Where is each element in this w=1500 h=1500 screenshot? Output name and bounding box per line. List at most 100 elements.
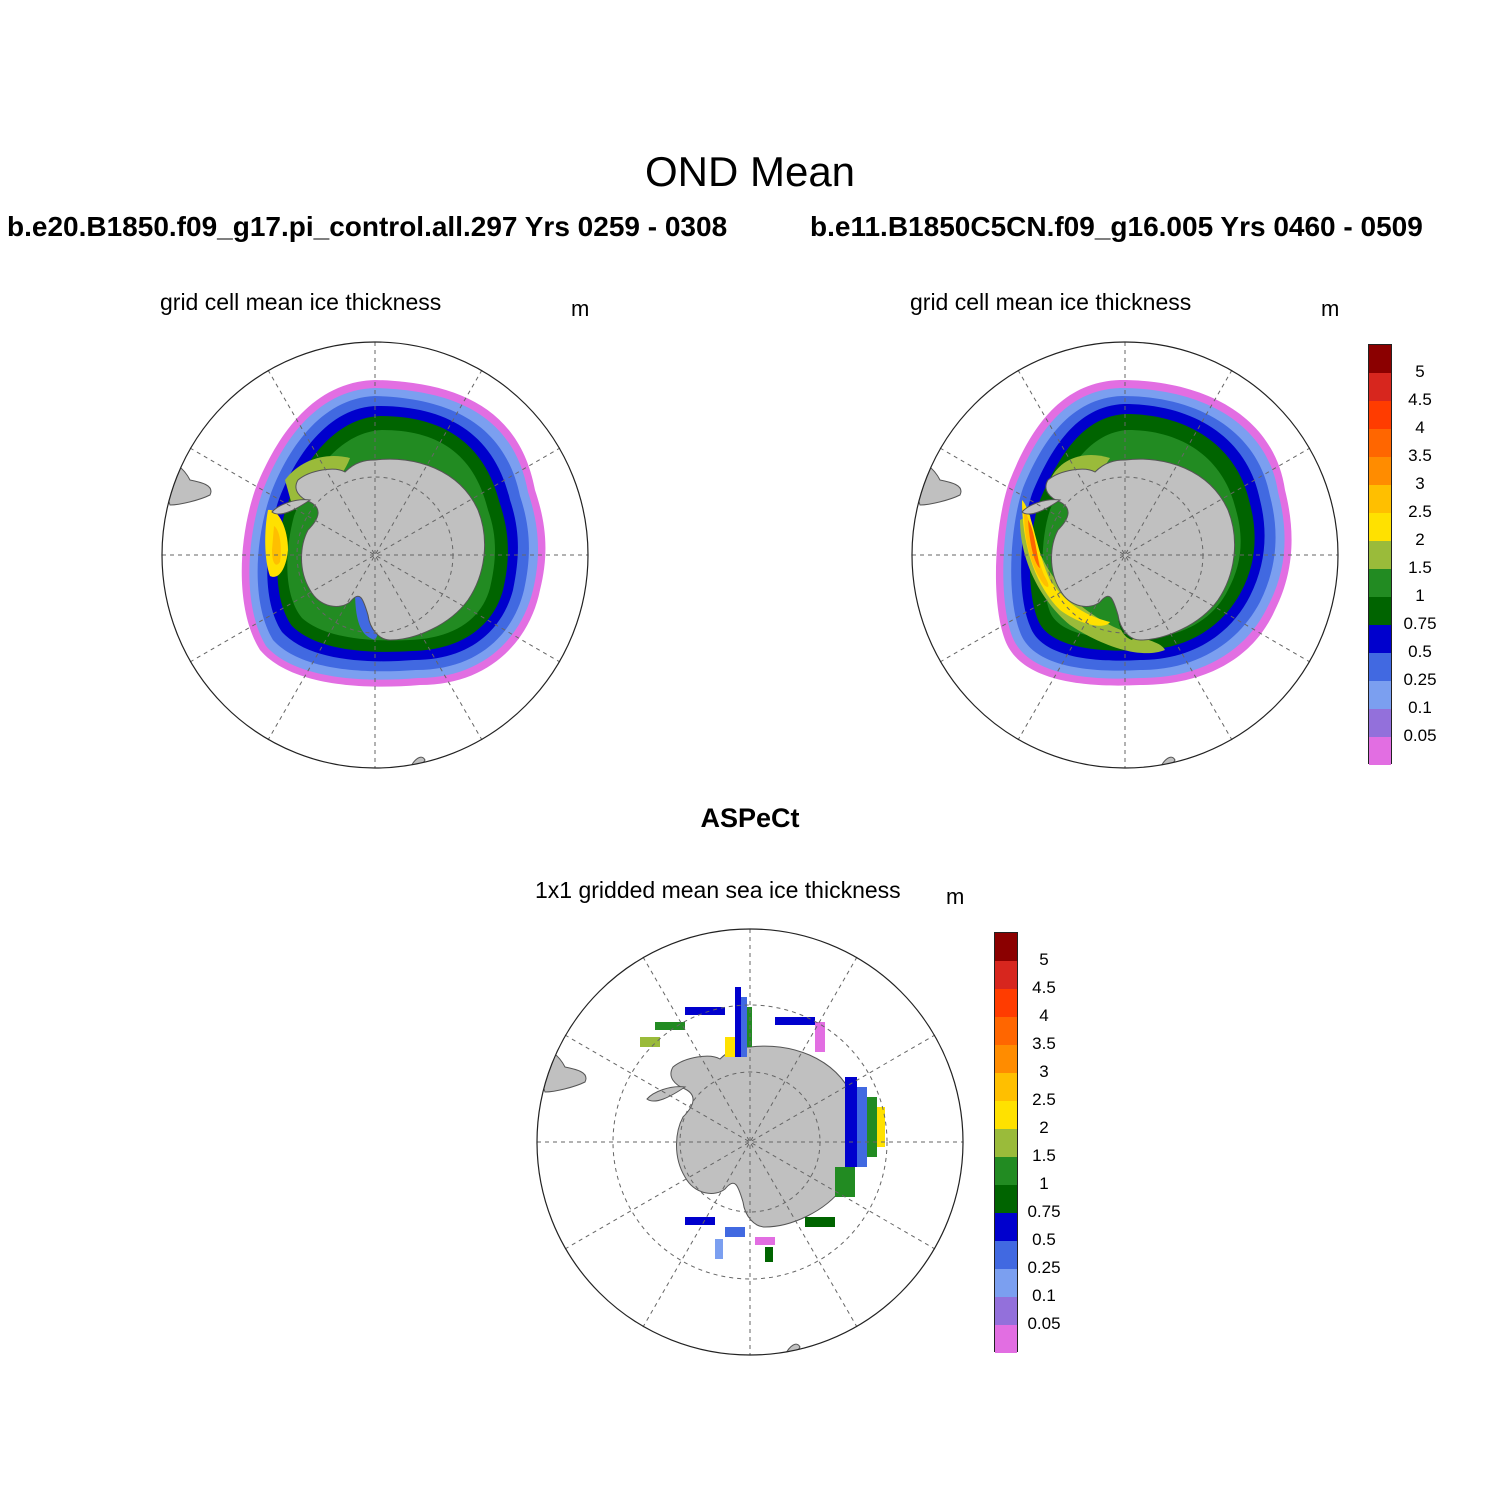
cb-label: 5 [1039,950,1049,969]
cb-label: 2.5 [1032,1090,1056,1109]
obs-heading: ASPeCt [700,803,800,833]
obs-cell [725,1037,735,1057]
cb-swatch [1369,737,1391,765]
obs-cell [715,1239,723,1259]
cb-label: 0.5 [1032,1230,1056,1249]
cb-label: 3.5 [1032,1034,1056,1053]
cb-label: 4 [1039,1006,1049,1025]
cb-swatch [1369,625,1391,653]
obs-cell [805,1217,835,1227]
cb-label: 1.5 [1408,558,1432,577]
cb-swatch [1369,429,1391,457]
obs-cell [685,1007,725,1015]
cb-label: 0.05 [1027,1314,1061,1333]
cb-swatch [995,933,1017,961]
cb-label: 3 [1415,474,1425,493]
cb-label: 0.25 [1027,1258,1061,1277]
south-america-land [537,1045,587,1093]
cb-swatch [995,1325,1017,1353]
obs-cell [741,997,747,1057]
cb-label: 0.75 [1403,614,1437,633]
south-america-land [162,458,212,506]
cb-swatch [995,1129,1017,1157]
cb-swatch [995,989,1017,1017]
obs-panel-units: m [946,884,965,909]
peninsula-land [646,1086,687,1102]
cb-label: 4 [1415,418,1425,437]
obs-cell [735,987,741,1057]
cb-swatch [995,1185,1017,1213]
cb-label: 3.5 [1408,446,1432,465]
cb-label: 0.25 [1403,670,1437,689]
obs-panel-label: 1x1 gridded mean sea ice thickness [535,877,901,903]
obs-cell [775,1017,815,1025]
cb-swatch [1369,541,1391,569]
cb-swatch [1369,373,1391,401]
run-title-left: b.e20.B1850.f09_g17.pi_control.all.297 Y… [7,211,728,242]
obs-polar-map [536,928,964,1356]
obs-cell [655,1022,685,1030]
cb-label: 5 [1415,362,1425,381]
cb-swatch [1369,597,1391,625]
cb-label: 1 [1415,586,1425,605]
colorbar-bottom-swatches [994,932,1018,1353]
cb-label: 2 [1039,1118,1049,1137]
peninsula-land [1021,499,1062,515]
cb-label: 0.1 [1032,1286,1056,1305]
run-title-right: b.e11.B1850C5CN.f09_g16.005 Yrs 0460 - 0… [810,211,1423,242]
cb-swatch [1369,485,1391,513]
cb-swatch [995,1157,1017,1185]
cb-label: 3 [1039,1062,1049,1081]
cb-label: 2.5 [1408,502,1432,521]
cb-label: 1.5 [1032,1146,1056,1165]
ice-band-3.5 [1028,520,1040,568]
cb-label: 4.5 [1408,390,1432,409]
cb-swatch [1369,709,1391,737]
obs-cell [765,1247,773,1262]
obs-cell [857,1087,867,1167]
cb-label: 0.75 [1027,1202,1061,1221]
obs-cell [725,1227,745,1237]
colorbar-top-swatches [1368,344,1392,765]
cb-swatch [995,1073,1017,1101]
obs-cell [815,1022,825,1052]
cb-label: 1 [1039,1174,1049,1193]
right-polar-map [911,341,1339,769]
peninsula-land [271,499,312,515]
figure-title: OND Mean [644,148,856,195]
cb-label: 4.5 [1032,978,1056,997]
cb-swatch [1369,401,1391,429]
right-panel-units: m [1321,296,1340,321]
cb-swatch [1369,681,1391,709]
cb-swatch [995,1297,1017,1325]
obs-cell [640,1037,660,1047]
cb-swatch [995,961,1017,989]
cb-swatch [1369,457,1391,485]
cb-label: 0.5 [1408,642,1432,661]
cb-swatch [1369,513,1391,541]
cb-label: 2 [1415,530,1425,549]
cb-swatch [995,1017,1017,1045]
left-polar-map [161,341,589,769]
cb-swatch [995,1269,1017,1297]
obs-cell [845,1077,857,1167]
cb-swatch [1369,345,1391,373]
obs-tracks [640,987,885,1262]
cb-swatch [1369,569,1391,597]
cb-label: 0.1 [1408,698,1432,717]
left-panel-units: m [571,296,590,321]
cb-label: 0.05 [1403,726,1437,745]
cb-swatch [995,1241,1017,1269]
cb-swatch [995,1213,1017,1241]
obs-cell [835,1167,855,1197]
obs-cell [685,1217,715,1225]
cb-swatch [1369,653,1391,681]
obs-cell [867,1097,877,1157]
obs-cell [877,1107,885,1147]
obs-cell [755,1237,775,1245]
south-america-land [912,458,962,506]
cb-swatch [995,1045,1017,1073]
left-panel-label: grid cell mean ice thickness [160,289,442,315]
cb-swatch [995,1101,1017,1129]
right-panel-label: grid cell mean ice thickness [910,289,1192,315]
